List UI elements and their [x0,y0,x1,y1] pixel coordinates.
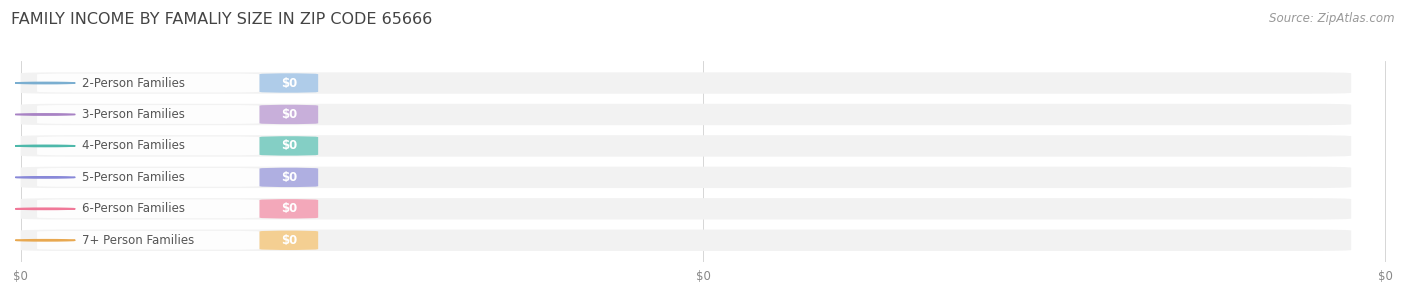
Circle shape [15,145,76,147]
FancyBboxPatch shape [37,136,260,155]
FancyBboxPatch shape [21,72,1351,94]
Text: $0: $0 [281,234,297,247]
FancyBboxPatch shape [21,167,1351,188]
FancyBboxPatch shape [260,168,318,187]
Text: $0: $0 [281,171,297,184]
FancyBboxPatch shape [37,199,260,218]
FancyBboxPatch shape [37,231,260,250]
Text: 6-Person Families: 6-Person Families [82,202,186,215]
FancyBboxPatch shape [260,199,318,219]
Text: 5-Person Families: 5-Person Families [82,171,186,184]
FancyBboxPatch shape [37,105,260,124]
FancyBboxPatch shape [21,135,1351,157]
FancyBboxPatch shape [21,104,1351,125]
Text: $0: $0 [281,77,297,89]
Text: 2-Person Families: 2-Person Families [82,77,186,89]
FancyBboxPatch shape [37,168,260,187]
FancyBboxPatch shape [21,230,1351,251]
Text: 4-Person Families: 4-Person Families [82,139,186,152]
Circle shape [15,240,76,241]
Circle shape [15,177,76,178]
Circle shape [15,208,76,210]
FancyBboxPatch shape [260,73,318,93]
Text: 7+ Person Families: 7+ Person Families [82,234,194,247]
Text: $0: $0 [281,202,297,215]
FancyBboxPatch shape [260,231,318,250]
Text: FAMILY INCOME BY FAMALIY SIZE IN ZIP CODE 65666: FAMILY INCOME BY FAMALIY SIZE IN ZIP COD… [11,12,433,27]
Text: 3-Person Families: 3-Person Families [82,108,186,121]
FancyBboxPatch shape [260,105,318,124]
FancyBboxPatch shape [37,74,260,92]
FancyBboxPatch shape [260,136,318,156]
Text: Source: ZipAtlas.com: Source: ZipAtlas.com [1270,12,1395,25]
Circle shape [15,82,76,84]
Text: $0: $0 [281,139,297,152]
Text: $0: $0 [281,108,297,121]
FancyBboxPatch shape [21,198,1351,220]
Circle shape [15,114,76,115]
